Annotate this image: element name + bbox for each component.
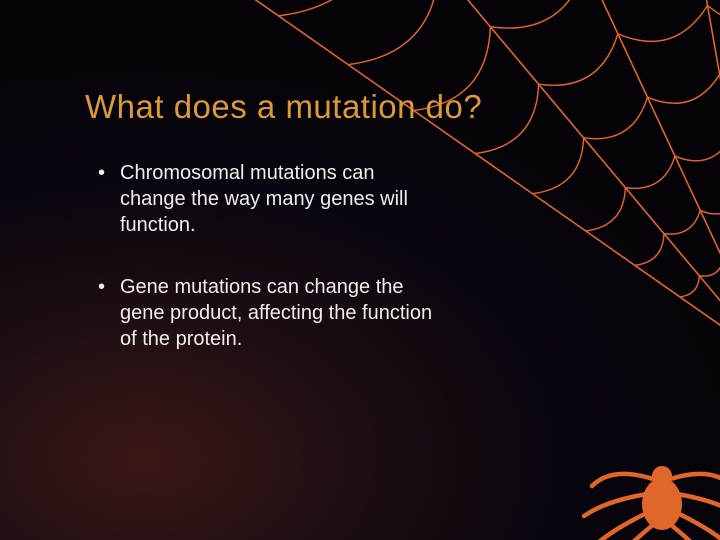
slide-title: What does a mutation do? xyxy=(85,88,482,126)
bullet-text: Gene mutations can change the gene produ… xyxy=(120,274,438,352)
list-item: • Chromosomal mutations can change the w… xyxy=(98,160,438,238)
bullet-text: Chromosomal mutations can change the way… xyxy=(120,160,438,238)
bullet-list: • Chromosomal mutations can change the w… xyxy=(98,160,438,388)
bullet-glyph: • xyxy=(98,274,120,300)
bullet-glyph: • xyxy=(98,160,120,186)
slide: What does a mutation do? • Chromosomal m… xyxy=(0,0,720,540)
list-item: • Gene mutations can change the gene pro… xyxy=(98,274,438,352)
